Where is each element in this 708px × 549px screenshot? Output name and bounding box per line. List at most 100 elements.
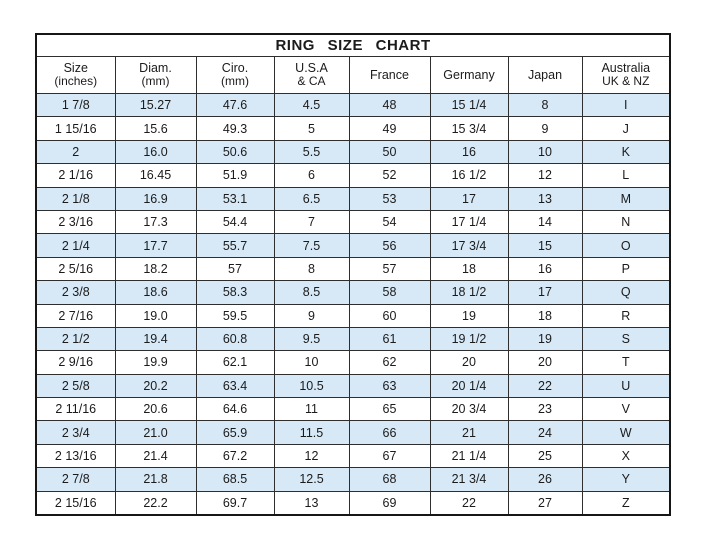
table-cell: 15 3/4 xyxy=(429,116,509,141)
table-cell: 9.5 xyxy=(273,326,350,352)
table-cell: 12 xyxy=(273,443,350,469)
table-cell: 15 1/4 xyxy=(429,92,509,118)
table-cell: 10 xyxy=(273,350,350,375)
table-cell: 26 xyxy=(507,467,583,492)
table-row: 2 5/16 18.2 57 8 57 18 16 P xyxy=(35,256,671,282)
table-cell: R xyxy=(581,303,671,328)
table-cell: 52 xyxy=(348,163,431,188)
table-cell: 2 3/4 xyxy=(35,420,116,445)
table-cell: 53.1 xyxy=(195,186,275,211)
title-row: RING SIZE CHART xyxy=(35,33,671,57)
table-cell: 50.6 xyxy=(195,139,275,165)
table-cell: 2 11/16 xyxy=(35,397,116,422)
table-cell: 8 xyxy=(273,256,350,282)
table-cell: I xyxy=(581,92,671,118)
table-cell: 60.8 xyxy=(195,326,275,352)
table-cell: 69.7 xyxy=(195,490,275,516)
table-cell: 18.6 xyxy=(114,280,197,305)
table-cell: 54 xyxy=(348,209,431,235)
table-cell: 2 1/2 xyxy=(35,326,116,352)
table-cell: 13 xyxy=(507,186,583,211)
table-cell: 54.4 xyxy=(195,209,275,235)
table-cell: 14 xyxy=(507,209,583,235)
table-cell: 18 1/2 xyxy=(429,280,509,305)
table-cell: 64.6 xyxy=(195,397,275,422)
table-cell: 62.1 xyxy=(195,350,275,375)
table-cell: 22 xyxy=(429,490,509,516)
table-row: 2 15/16 22.2 69.7 13 69 22 27 Z xyxy=(35,490,671,516)
table-cell: 15.6 xyxy=(114,116,197,141)
table-cell: 15 xyxy=(507,233,583,258)
table-cell: 10 xyxy=(507,139,583,165)
chart-title: RING SIZE CHART xyxy=(35,33,671,57)
table-cell: 69 xyxy=(348,490,431,516)
table-cell: 67.2 xyxy=(195,443,275,469)
table-cell: 17 3/4 xyxy=(429,233,509,258)
table-cell: 4.5 xyxy=(273,92,350,118)
table-cell: 56 xyxy=(348,233,431,258)
table-cell: 16 1/2 xyxy=(429,163,509,188)
column-header: U.S.A & CA xyxy=(273,56,350,94)
table-cell: M xyxy=(581,186,671,211)
table-cell: 20 3/4 xyxy=(429,397,509,422)
table-row: 2 7/16 19.0 59.5 9 60 19 18 R xyxy=(35,303,671,328)
table-cell: 17.7 xyxy=(114,233,197,258)
table-row: 2 5/8 20.2 63.4 10.5 63 20 1/4 22 U xyxy=(35,373,671,399)
table-cell: 18 xyxy=(429,256,509,282)
table-cell: 7 xyxy=(273,209,350,235)
table-cell: 21.8 xyxy=(114,467,197,492)
column-header: Australia UK & NZ xyxy=(581,56,671,94)
table-cell: 58.3 xyxy=(195,280,275,305)
column-header: Germany xyxy=(429,56,509,94)
table-cell: 17 xyxy=(429,186,509,211)
table-cell: 20 xyxy=(507,350,583,375)
table-cell: 19.9 xyxy=(114,350,197,375)
table-cell: 61 xyxy=(348,326,431,352)
table-cell: 2 5/16 xyxy=(35,256,116,282)
table-cell: 5.5 xyxy=(273,139,350,165)
table-row: 2 13/16 21.4 67.2 12 67 21 1/4 25 X xyxy=(35,443,671,469)
table-cell: W xyxy=(581,420,671,445)
table-cell: 10.5 xyxy=(273,373,350,399)
table-cell: 50 xyxy=(348,139,431,165)
table-cell: 48 xyxy=(348,92,431,118)
table-row: 2 3/4 21.0 65.9 11.5 66 21 24 W xyxy=(35,420,671,445)
table-cell: X xyxy=(581,443,671,469)
table-cell: 12 xyxy=(507,163,583,188)
table-cell: 16.0 xyxy=(114,139,197,165)
column-header: Ciro. (mm) xyxy=(195,56,275,94)
table-cell: 22 xyxy=(507,373,583,399)
column-header: France xyxy=(348,56,431,94)
table-cell: 16.9 xyxy=(114,186,197,211)
table-cell: 21 xyxy=(429,420,509,445)
table-row: 1 7/8 15.27 47.6 4.5 48 15 1/4 8 I xyxy=(35,92,671,118)
table-cell: 57 xyxy=(348,256,431,282)
table-cell: Y xyxy=(581,467,671,492)
table-cell: 1 7/8 xyxy=(35,92,116,118)
table-cell: N xyxy=(581,209,671,235)
table-cell: 2 5/8 xyxy=(35,373,116,399)
table-cell: 55.7 xyxy=(195,233,275,258)
table-cell: 2 13/16 xyxy=(35,443,116,469)
table-row: 2 1/8 16.9 53.1 6.5 53 17 13 M xyxy=(35,186,671,211)
table-cell: 21 1/4 xyxy=(429,443,509,469)
table-cell: 2 7/16 xyxy=(35,303,116,328)
table-cell: 27 xyxy=(507,490,583,516)
table-row: 2 3/16 17.3 54.4 7 54 17 1/4 14 N xyxy=(35,209,671,235)
table-cell: 60 xyxy=(348,303,431,328)
table-cell: 20 xyxy=(429,350,509,375)
table-cell: 16 xyxy=(429,139,509,165)
table-cell: 5 xyxy=(273,116,350,141)
table-cell: 6.5 xyxy=(273,186,350,211)
table-cell: 2 7/8 xyxy=(35,467,116,492)
table-cell: 16.45 xyxy=(114,163,197,188)
table-cell: 68.5 xyxy=(195,467,275,492)
table-cell: 11.5 xyxy=(273,420,350,445)
table-cell: 49.3 xyxy=(195,116,275,141)
table-cell: 2 9/16 xyxy=(35,350,116,375)
table-body: 1 7/8 15.27 47.6 4.5 48 15 1/4 8 I 1 15/16 15.6 49… xyxy=(35,92,671,516)
table-cell: 2 1/8 xyxy=(35,186,116,211)
table-cell: 1 15/16 xyxy=(35,116,116,141)
table-cell: 12.5 xyxy=(273,467,350,492)
table-cell: 18.2 xyxy=(114,256,197,282)
